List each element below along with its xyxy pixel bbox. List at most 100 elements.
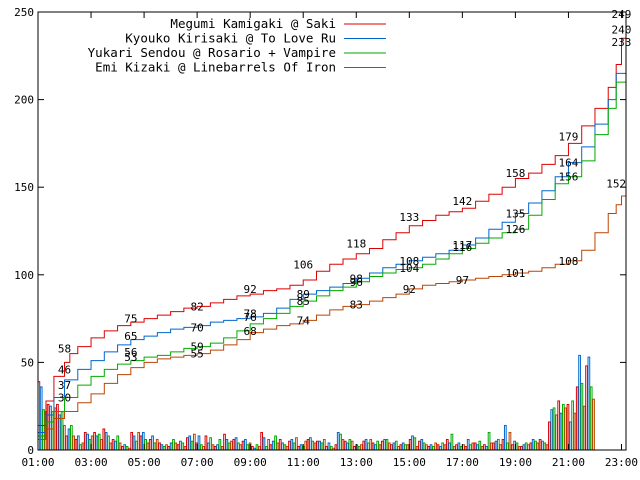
bar [213,445,217,451]
point-label: 133 [399,211,419,224]
bar [499,444,503,451]
point-label: 117 [452,239,472,252]
bar [339,433,342,451]
bar [483,444,486,451]
bar [260,431,264,451]
y-tick-label: 250 [14,6,34,19]
point-label: 101 [505,267,525,280]
point-label: 108 [559,255,579,268]
bar [550,409,554,451]
bar [81,442,85,451]
bar [464,445,468,451]
x-tick-label: 19:00 [499,456,532,469]
y-tick-label: 100 [14,269,34,282]
bar [88,438,92,451]
bar [425,444,428,451]
bar [255,444,259,451]
point-label: 30 [58,391,71,404]
bar [102,428,106,451]
bar [257,445,261,451]
bar [561,403,565,451]
point-label: 74 [297,314,311,327]
point-labels: 5875829210611813314215817924946657076899… [58,8,632,405]
bar [158,442,161,451]
bar [192,433,196,451]
bar [225,438,229,451]
bar [571,400,574,451]
series-line [38,29,627,433]
legend-label: Kyouko Kirisaki @ To Love Ru [125,31,336,46]
bar [587,356,591,451]
bar [566,403,570,451]
legend-label: Yukari Sendou @ Rosario + Vampire [88,45,336,60]
bar [503,424,507,451]
bar [160,444,164,451]
bar [76,435,80,451]
bar [517,445,521,451]
point-label: 179 [559,130,579,143]
bar [111,438,115,451]
bar [543,442,547,451]
bar [322,438,326,451]
bar [527,444,530,451]
point-label: 70 [191,321,204,334]
bar [452,445,456,451]
bar [90,435,94,451]
bar [390,444,393,451]
bar [520,445,523,451]
point-label: 108 [399,255,419,268]
bar [155,438,159,451]
bar [548,421,551,451]
point-label: 104 [399,262,419,275]
bar [418,440,421,451]
bar [246,444,250,451]
x-tick-label: 23:00 [605,456,638,469]
bar [397,445,400,451]
bar [67,428,71,451]
point-label: 85 [297,295,310,308]
bar [360,444,363,451]
bar [457,442,461,451]
bar [487,431,491,451]
bar [244,438,247,451]
bar [274,435,277,451]
bar [288,440,291,451]
bar [578,354,581,451]
bar [429,444,433,451]
bar [575,386,579,451]
point-label: 68 [244,325,257,338]
bar [392,442,396,451]
bar [348,438,352,451]
bar [496,438,500,451]
bar [165,444,168,451]
bar [86,433,89,451]
bar [534,440,537,451]
point-label: 59 [191,341,204,354]
point-label: 92 [244,283,257,296]
bar [174,442,178,451]
bar [404,444,407,451]
bar [413,437,417,451]
bar [378,444,382,451]
bar [239,444,243,451]
bar [329,445,333,451]
bar [172,438,175,451]
bar [353,445,356,451]
bar [42,409,45,451]
bar [153,442,157,451]
x-tick-label: 09:00 [234,456,267,469]
bar [538,438,542,451]
point-label: 65 [124,330,137,343]
bar [176,444,180,451]
bar [371,442,375,451]
bar [441,442,445,451]
point-label: 46 [58,363,71,376]
bar [568,421,572,451]
bar [116,435,120,451]
bar [125,445,129,451]
bar [336,431,340,451]
bar [204,435,208,451]
point-label: 240 [612,24,632,37]
bar [100,438,103,451]
bar [79,444,82,451]
